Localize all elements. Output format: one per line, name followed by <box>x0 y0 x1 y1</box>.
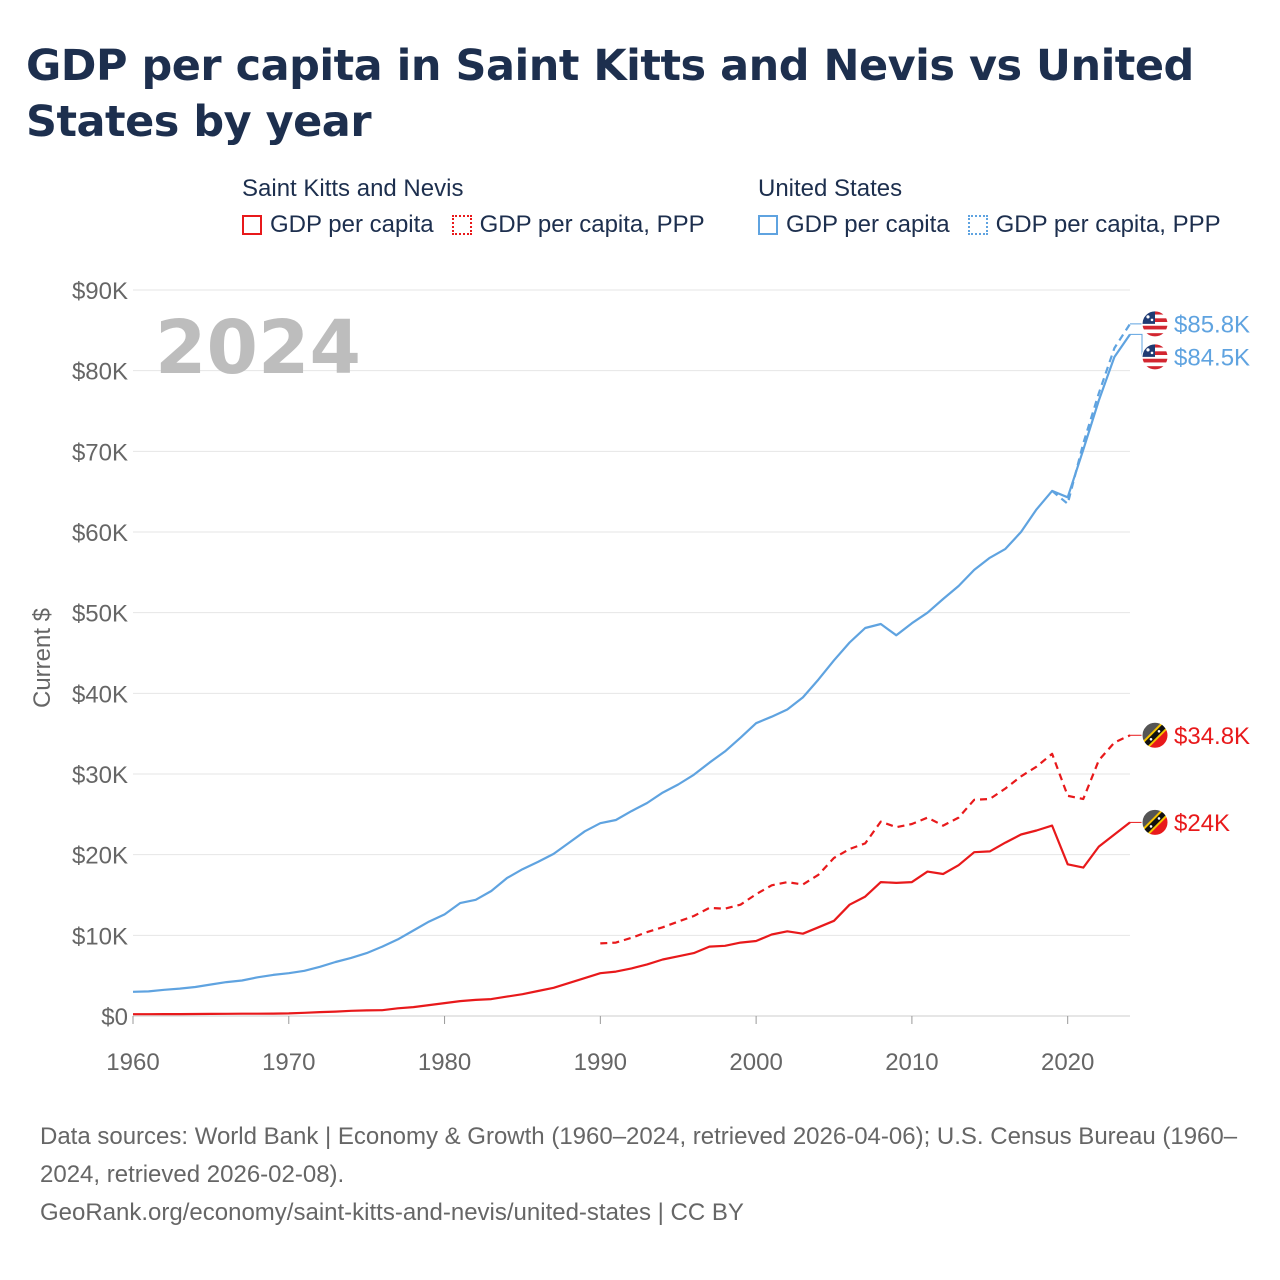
y-tick-label: $0 <box>101 1004 128 1031</box>
series-line-united-states-gdp-per-capita[interactable] <box>132 333 1131 993</box>
x-tick-label: 2010 <box>885 1049 938 1076</box>
series-layer <box>132 323 1131 1016</box>
y-tick-label: $70K <box>72 439 128 466</box>
x-axis: 1960 1970 1980 1990 2000 2010 2020 <box>106 1016 1094 1076</box>
x-tick-label: 2020 <box>1041 1049 1094 1076</box>
legend-group-saint-kitts-and-nevis: Saint Kitts and Nevis GDP per capita GDP… <box>242 170 705 242</box>
series-line-united-states-gdp-per-capita-ppp[interactable] <box>1051 323 1131 505</box>
y-tick-label: $40K <box>72 681 128 708</box>
x-tick-label: 1970 <box>262 1049 315 1076</box>
legend-item-us-gdp-ppp[interactable]: GDP per capita, PPP <box>967 208 1221 242</box>
legend-label: GDP per capita, PPP <box>479 211 705 238</box>
x-tick-label: 1980 <box>418 1049 471 1076</box>
legend-label: GDP per capita <box>786 211 950 238</box>
data-source-note: Data sources: World Bank | Economy & Gro… <box>40 1118 1250 1232</box>
chart-title: GDP per capita in Saint Kitts and Nevis … <box>26 41 1194 147</box>
series-end-value-label: $24K <box>1174 810 1230 837</box>
legend-swatch-dotted <box>451 215 472 235</box>
series-end-value-label: $34.8K <box>1174 723 1250 750</box>
label-leader-line <box>1130 333 1143 357</box>
us-flag-icon <box>1141 310 1169 338</box>
legend-item-skn-gdp-ppp[interactable]: GDP per capita, PPP <box>451 208 705 242</box>
legend-heading: Saint Kitts and Nevis <box>242 175 464 202</box>
series-line-saint-kitts-and-nevis-gdp-per-capita[interactable] <box>133 821 1131 1016</box>
line-chart: 2024 $0$10K$20K$30K$40K$50K$60K$70K$80K$… <box>29 278 1250 1076</box>
legend-item-us-gdp[interactable]: GDP per capita <box>758 208 950 242</box>
y-tick-label: $30K <box>72 762 128 789</box>
legend-swatch-solid <box>758 215 778 235</box>
x-tick-label: 1960 <box>106 1049 159 1076</box>
legend-heading: United States <box>758 175 903 202</box>
series-end-value-label: $84.5K <box>1174 344 1250 371</box>
year-watermark: 2024 <box>155 305 361 391</box>
y-tick-label: $60K <box>72 520 128 547</box>
source-line: Data sources: World Bank | Economy & Gro… <box>40 1123 1238 1188</box>
x-tick-label: 2000 <box>729 1049 782 1076</box>
legend-group-united-states: United States GDP per capita GDP per cap… <box>758 170 1221 242</box>
y-tick-label: $20K <box>72 843 128 870</box>
legend-label: GDP per capita, PPP <box>995 211 1221 238</box>
y-tick-label: $80K <box>72 359 128 386</box>
y-tick-label: $50K <box>72 601 128 628</box>
saint-kitts-flag-icon <box>1141 808 1169 836</box>
saint-kitts-flag-icon <box>1141 721 1169 749</box>
y-axis-label: Current $ <box>29 608 56 708</box>
legend-label: GDP per capita <box>270 211 434 238</box>
end-labels: $85.8K $84.5K $34.8K $24K <box>1130 310 1250 837</box>
x-tick-label: 1990 <box>574 1049 627 1076</box>
legend-swatch-solid <box>242 215 262 235</box>
y-axis: $0 $10K $20K $30K $40K $50K $60K $70K $80K $90K <box>72 278 128 1031</box>
y-tick-label: $90K <box>72 278 128 305</box>
y-tick-label: $10K <box>72 923 128 950</box>
source-url-line: GeoRank.org/economy/saint-kitts-and-nevi… <box>40 1199 744 1226</box>
legend-swatch-dotted <box>967 215 988 235</box>
series-line-saint-kitts-and-nevis-gdp-per-capita-ppp[interactable] <box>600 734 1131 945</box>
series-end-value-label: $85.8K <box>1174 311 1250 338</box>
us-flag-icon <box>1141 343 1169 371</box>
grid-lines <box>133 289 1130 1017</box>
legend-item-skn-gdp[interactable]: GDP per capita <box>242 208 434 242</box>
